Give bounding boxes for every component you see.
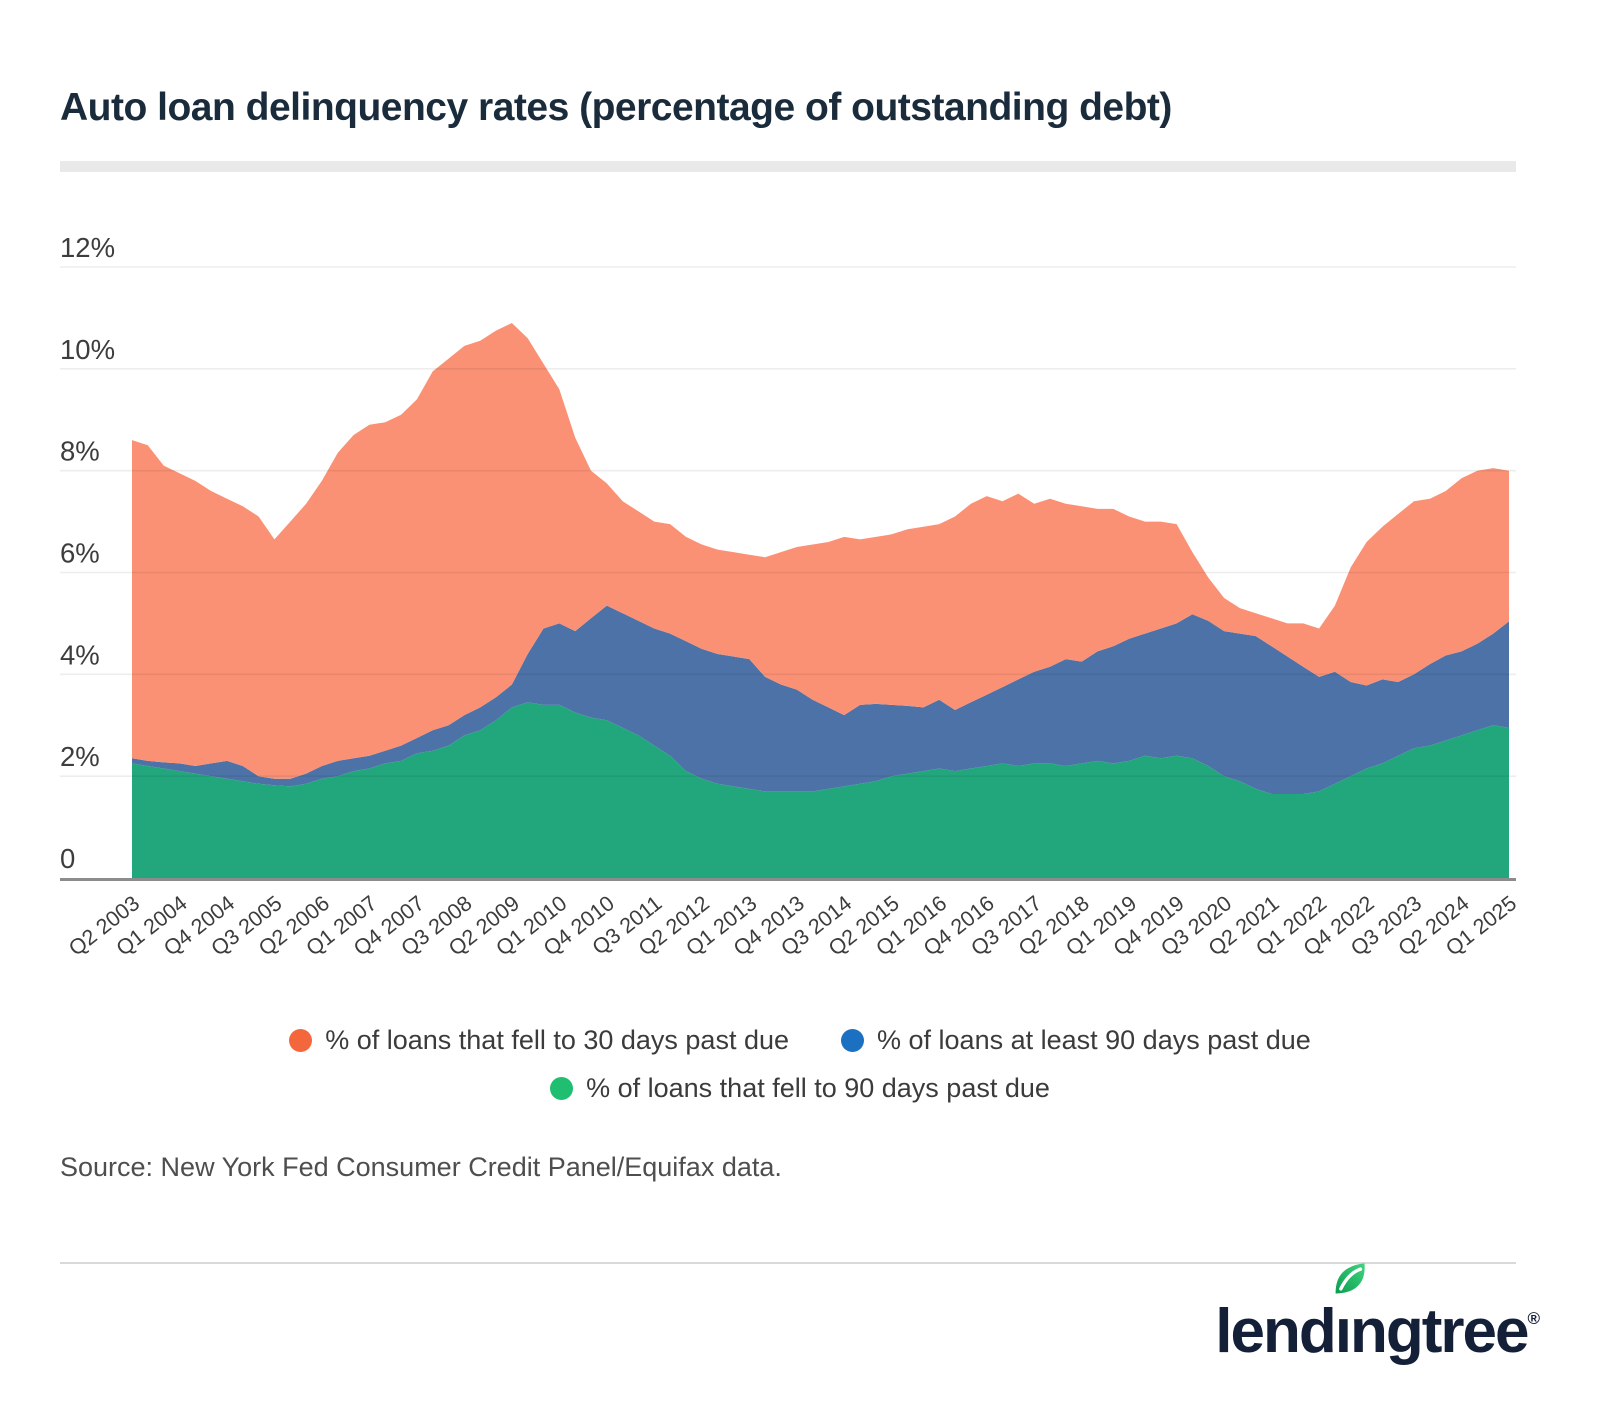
legend-item-least90: % of loans at least 90 days past due bbox=[841, 1025, 1311, 1056]
legend-row: % of loans that fell to 90 days past due bbox=[550, 1066, 1050, 1110]
chart-title: Auto loan delinquency rates (percentage … bbox=[60, 86, 1172, 129]
chart-legend: % of loans that fell to 30 days past due… bbox=[0, 1018, 1600, 1110]
area-fell30 bbox=[132, 323, 1509, 779]
legend-item-fell90: % of loans that fell to 90 days past due bbox=[550, 1073, 1050, 1104]
area-least90 bbox=[132, 605, 1509, 794]
legend-label-fell90: % of loans that fell to 90 days past due bbox=[586, 1072, 1050, 1103]
logo-text-pre: lend bbox=[1215, 1297, 1336, 1366]
y-tick-label: 10% bbox=[60, 334, 115, 365]
legend-dot-icon-fell90 bbox=[550, 1076, 574, 1100]
y-tick-label: 2% bbox=[60, 741, 100, 772]
registered-mark: ® bbox=[1527, 1309, 1540, 1328]
legend-label-least90: % of loans at least 90 days past due bbox=[877, 1024, 1311, 1055]
y-tick-label: 4% bbox=[60, 639, 100, 670]
legend-item-fell30: % of loans that fell to 30 days past due bbox=[289, 1025, 789, 1056]
source-note: Source: New York Fed Consumer Credit Pan… bbox=[60, 1152, 782, 1182]
legend-dot-icon-fell30 bbox=[289, 1028, 313, 1052]
legend-dot-icon-least90 bbox=[841, 1028, 865, 1052]
footer-divider bbox=[60, 1262, 1516, 1264]
y-tick-label: 8% bbox=[60, 436, 100, 467]
leaf-icon bbox=[1335, 1263, 1365, 1294]
legend-label-fell30: % of loans that fell to 30 days past due bbox=[325, 1024, 790, 1055]
title-divider-bar bbox=[60, 161, 1516, 172]
logo-letter-i: ı bbox=[1334, 1263, 1365, 1367]
lendingtree-logo: lendı ngtree® bbox=[1215, 1263, 1540, 1367]
y-tick-label: 0 bbox=[60, 843, 75, 874]
logo-text-post: ngtree bbox=[1349, 1297, 1529, 1366]
y-tick-label: 6% bbox=[60, 538, 100, 569]
legend-row: % of loans that fell to 30 days past due… bbox=[289, 1018, 1311, 1062]
y-tick-label: 12% bbox=[60, 232, 115, 263]
logo-dotless-i: ı bbox=[1334, 1297, 1352, 1366]
